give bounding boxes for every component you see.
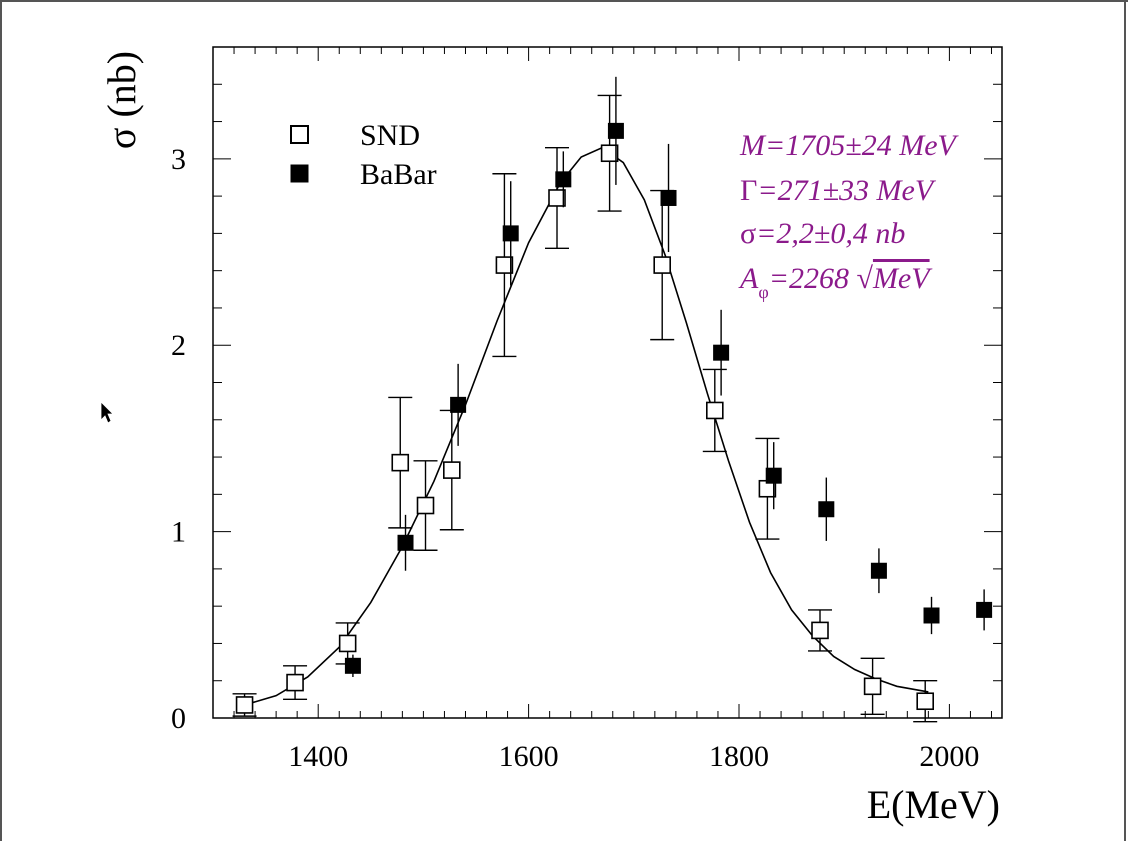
snd-marker xyxy=(338,634,357,653)
fit-curve-group xyxy=(244,146,929,706)
annotation-mass: M=1705±24 MeV xyxy=(739,129,960,162)
snd-marker xyxy=(653,256,672,274)
snd-marker xyxy=(548,189,566,207)
snd-marker xyxy=(600,144,619,163)
x-tick-label: 1800 xyxy=(709,740,769,773)
y-tick-label: 0 xyxy=(171,702,186,735)
snd-marker xyxy=(286,673,304,692)
y-tick-label: 3 xyxy=(171,143,186,176)
snd-marker xyxy=(235,696,254,714)
x-tick-label: 1600 xyxy=(499,740,559,773)
x-tick-label: 1400 xyxy=(288,740,348,773)
data-points-group xyxy=(232,76,993,723)
window-left-border xyxy=(0,0,2,841)
x-axis-title: E(MeV) xyxy=(867,782,1000,827)
snd-marker xyxy=(391,453,410,472)
babar-marker xyxy=(818,501,835,518)
babar-marker xyxy=(765,467,782,484)
y-axis-title: σ (nb) xyxy=(99,51,144,149)
legend-label-snd: SND xyxy=(360,119,420,152)
babar-marker xyxy=(713,344,730,361)
annotation-cross-section: σ=2,2±0,4 nb xyxy=(740,217,905,250)
babar-marker xyxy=(660,189,677,206)
window-top-border xyxy=(0,0,1128,2)
babar-marker xyxy=(607,122,624,139)
snd-marker xyxy=(863,677,882,696)
snd-marker xyxy=(416,496,435,515)
snd-marker xyxy=(811,621,829,640)
y-tick-label: 2 xyxy=(171,329,186,362)
window-right-border xyxy=(1124,0,1126,841)
babar-marker xyxy=(870,562,887,579)
mouse-cursor-icon xyxy=(100,401,114,424)
x-tick-label: 2000 xyxy=(919,740,979,773)
y-tick-label: 1 xyxy=(171,516,186,549)
annotation-width: Γ=271±33 MeV xyxy=(740,174,937,207)
snd-marker xyxy=(495,256,514,274)
legend-marker-babar xyxy=(290,164,309,183)
snd-marker xyxy=(706,401,724,420)
snd-marker xyxy=(916,692,935,711)
chart-ticks: 1400 1600 1800 2000 0 1 2 3 xyxy=(171,46,1002,773)
snd-marker xyxy=(443,461,461,479)
fit-curve xyxy=(244,146,929,706)
babar-marker xyxy=(502,225,519,242)
babar-marker xyxy=(344,657,361,674)
fit-annotations: M=1705±24 MeV Γ=271±33 MeV σ=2,2±0,4 nb … xyxy=(738,129,960,302)
legend-marker-snd xyxy=(290,125,309,144)
babar-marker xyxy=(923,607,940,624)
legend: SND BaBar xyxy=(290,119,437,191)
annotation-amplitude: Aφ=2268 √MeV xyxy=(738,262,933,302)
babar-marker xyxy=(450,396,467,413)
babar-marker xyxy=(397,534,414,551)
babar-marker xyxy=(976,601,993,618)
legend-label-babar: BaBar xyxy=(360,158,437,191)
babar-marker xyxy=(555,171,572,188)
